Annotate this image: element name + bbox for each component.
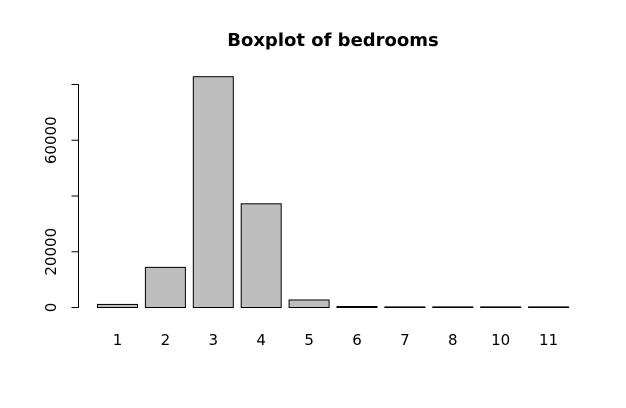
chart-title: Boxplot of bedrooms <box>227 30 439 51</box>
bar-6 <box>336 306 378 309</box>
bar-11 <box>528 306 570 308</box>
x-tick-label: 7 <box>400 331 410 349</box>
x-tick-label: 2 <box>161 331 171 349</box>
x-axis-labels: 1 2 3 4 5 6 7 8 10 11 <box>113 331 558 349</box>
x-tick-label: 10 <box>491 331 510 349</box>
y-tick-label: 20000 <box>42 228 60 276</box>
y-axis: 0 20000 60000 <box>42 84 79 313</box>
x-tick-label: 3 <box>209 331 219 349</box>
bar-10 <box>480 306 522 308</box>
x-tick-label: 5 <box>304 331 314 349</box>
x-tick-label: 6 <box>352 331 362 349</box>
bar-7 <box>384 306 426 308</box>
x-tick-label: 1 <box>113 331 123 349</box>
bar-1 <box>97 303 138 308</box>
y-tick-label: 60000 <box>42 116 60 164</box>
x-tick-label: 8 <box>448 331 458 349</box>
y-tick-label: 0 <box>42 303 60 313</box>
bar-8 <box>432 306 474 308</box>
x-tick-label: 11 <box>539 331 558 349</box>
bars-group <box>97 76 570 309</box>
bar-3 <box>192 76 234 308</box>
x-tick-label: 4 <box>256 331 266 349</box>
bar-4 <box>240 203 282 308</box>
bar-5 <box>288 299 330 309</box>
bar-2 <box>144 266 186 308</box>
